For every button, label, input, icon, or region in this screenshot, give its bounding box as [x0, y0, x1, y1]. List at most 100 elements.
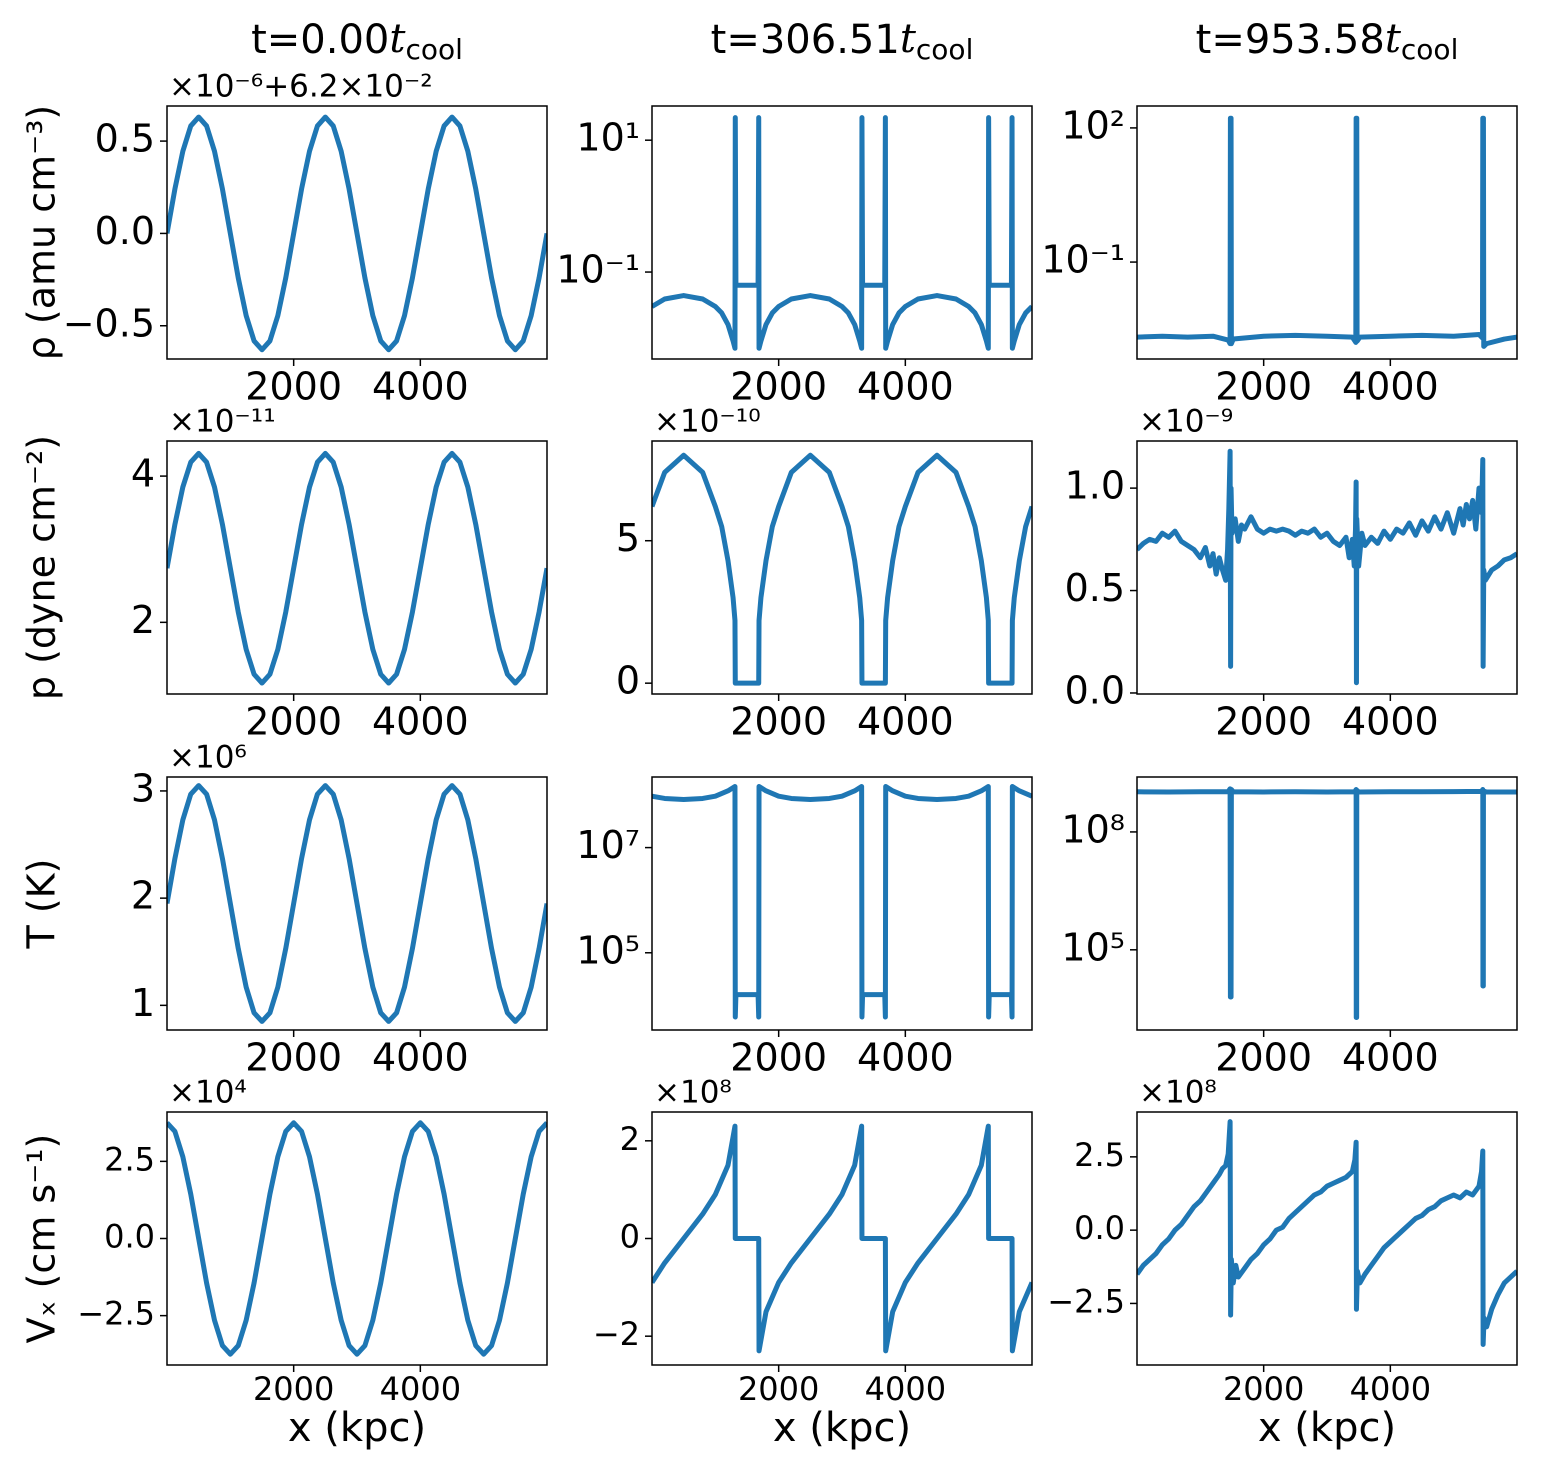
column-title: t=953.58tcool [1196, 16, 1459, 66]
x-tick-label: 2000 [245, 365, 342, 409]
axes-frame [651, 776, 1033, 1031]
y-tick-label: 1.0 [1065, 464, 1125, 508]
y-axis-label: p (dyne cm⁻²) [20, 435, 64, 700]
subplot: 2000 4000−0.50.00.5×10⁻⁶+6.2×10⁻²t=0.00tc… [20, 16, 548, 409]
x-tick-label: 2000 [1215, 700, 1312, 744]
y-tick-label: 10¹ [576, 116, 640, 160]
offset-text: ×10⁶ [169, 740, 247, 776]
y-tick-label: 0.0 [95, 209, 155, 253]
axes-frame [651, 105, 1033, 360]
title-symbol: t [1385, 16, 1402, 62]
y-tick-label: −0.5 [63, 301, 155, 345]
y-tick-label: 0.0 [1074, 1209, 1125, 1247]
data-line [1137, 115, 1517, 349]
axes-frame [651, 1111, 1033, 1366]
y-tick-label: 0.5 [95, 117, 155, 161]
column-title: t=0.00tcool [251, 16, 463, 66]
title-text: t=953.58 [1196, 17, 1385, 63]
x-tick-label: 2000 [1215, 365, 1312, 409]
axes-frame [166, 440, 548, 695]
data-line [652, 1123, 1032, 1354]
y-tick-label: 0.0 [1065, 668, 1125, 712]
data-line [167, 114, 547, 353]
y-tick-label: 5 [616, 516, 640, 560]
y-tick-label: 10⁷ [576, 823, 640, 867]
x-tick-label: 4000 [1342, 1036, 1439, 1080]
y-tick-label: 1 [131, 981, 155, 1025]
subplot: 2000 4000 10⁵ 10⁷ [576, 776, 1033, 1080]
title-subscript: cool [916, 33, 973, 66]
x-axis-label: x (kpc) [288, 1405, 426, 1451]
data-line [167, 1120, 547, 1357]
axes-frame [1136, 105, 1518, 360]
data-line [652, 452, 1032, 686]
offset-text: ×10⁻⁹ [1139, 404, 1233, 440]
y-tick-label: −2.5 [1047, 1282, 1125, 1320]
y-tick-label: 0 [616, 659, 640, 703]
x-tick-label: 4000 [865, 1370, 946, 1408]
subplot: 2000 4000 −2.5 0.0 2.5 ×10⁴ Vₓ (cm s⁻¹) x (kpc) [20, 1075, 548, 1451]
data-line [1137, 448, 1517, 686]
x-axis-label: x (kpc) [773, 1405, 911, 1451]
offset-text: ×10⁻¹¹ [169, 404, 276, 440]
subplot: 2000 4000 0.0 0.5 1.0 ×10⁻⁹ [1065, 404, 1518, 744]
y-tick-label: 0.5 [1065, 566, 1125, 610]
y-tick-label: 10⁻¹ [556, 248, 640, 292]
x-tick-label: 2000 [738, 1370, 819, 1408]
y-tick-label: 3 [131, 766, 155, 810]
y-tick-label: 10² [1061, 103, 1125, 147]
y-tick-label: 2.5 [104, 1140, 155, 1178]
subplot: 2000 4000 1 2 3 ×10⁶ T (K) [20, 740, 548, 1080]
subplot: 2000 4000 10⁻¹ 10² t=953.58tcool [1041, 16, 1518, 409]
y-tick-label: 4 [131, 452, 155, 496]
title-subscript: cool [1401, 33, 1458, 66]
data-line [652, 784, 1032, 1020]
x-tick-label: 4000 [857, 700, 954, 744]
title-subscript: cool [405, 33, 462, 66]
offset-text: ×10⁴ [169, 1075, 247, 1111]
x-axis-label: x (kpc) [1258, 1405, 1396, 1451]
data-line [167, 450, 547, 686]
subplot: 2000 4000 0 5 ×10⁻¹⁰ [616, 404, 1033, 744]
x-tick-label: 4000 [1342, 700, 1439, 744]
x-tick-label: 2000 [1215, 1036, 1312, 1080]
x-tick-label: 4000 [1350, 1370, 1431, 1408]
y-tick-label: 2 [620, 1120, 640, 1158]
y-tick-label: 10⁸ [1061, 807, 1125, 851]
title-text: t=0.00 [251, 17, 389, 63]
y-tick-label: −2 [593, 1315, 640, 1353]
x-tick-label: 4000 [380, 1370, 461, 1408]
axes-frame [1136, 1111, 1518, 1366]
axes-frame [1136, 440, 1518, 695]
data-line [167, 783, 547, 1024]
x-tick-label: 2000 [253, 1370, 334, 1408]
data-line [1137, 1119, 1517, 1347]
subplot: 2000 4000 2 4 ×10⁻¹¹ p (dyne cm⁻²) [20, 404, 548, 744]
axes-frame [1136, 776, 1518, 1031]
y-axis-label: T (K) [20, 859, 64, 950]
offset-text: ×10⁸ [654, 1075, 732, 1111]
y-tick-label: 10⁵ [576, 928, 640, 972]
x-tick-label: 2000 [730, 700, 827, 744]
axes-frame [166, 1111, 548, 1366]
subplot: 2000 4000 10⁻¹ 10¹ t=306.51tcool [556, 16, 1033, 409]
y-tick-label: 0 [620, 1218, 640, 1256]
x-tick-label: 2000 [1223, 1370, 1304, 1408]
y-tick-label: 2 [131, 598, 155, 642]
data-line [1137, 786, 1517, 1020]
data-line [652, 115, 1032, 351]
y-tick-label: 10⁵ [1061, 925, 1125, 969]
offset-text: ×10⁸ [1139, 1075, 1217, 1111]
title-text: t=306.51 [711, 17, 900, 63]
axes-frame [166, 105, 548, 360]
x-tick-label: 4000 [372, 365, 469, 409]
column-title: t=306.51tcool [711, 16, 974, 66]
subplot: 2000 4000 10⁵ 10⁸ [1061, 776, 1518, 1080]
y-tick-label: 0.0 [104, 1218, 155, 1256]
x-tick-label: 4000 [372, 1036, 469, 1080]
x-tick-label: 4000 [857, 1036, 954, 1080]
y-tick-label: 2 [131, 874, 155, 918]
y-tick-label: 2.5 [1074, 1136, 1125, 1174]
